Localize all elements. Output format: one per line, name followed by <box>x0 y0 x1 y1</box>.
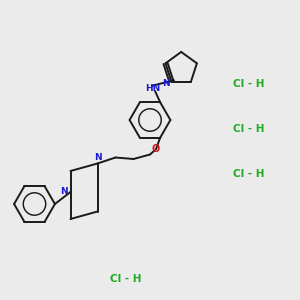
Text: Cl - H: Cl - H <box>110 274 142 284</box>
Text: Cl - H: Cl - H <box>233 169 265 179</box>
Text: Cl - H: Cl - H <box>233 124 265 134</box>
Text: O: O <box>152 144 160 154</box>
Text: HN: HN <box>145 84 160 93</box>
Text: N: N <box>60 188 68 196</box>
Text: N: N <box>162 79 170 88</box>
Text: Cl - H: Cl - H <box>233 79 265 89</box>
Text: N: N <box>94 153 101 162</box>
